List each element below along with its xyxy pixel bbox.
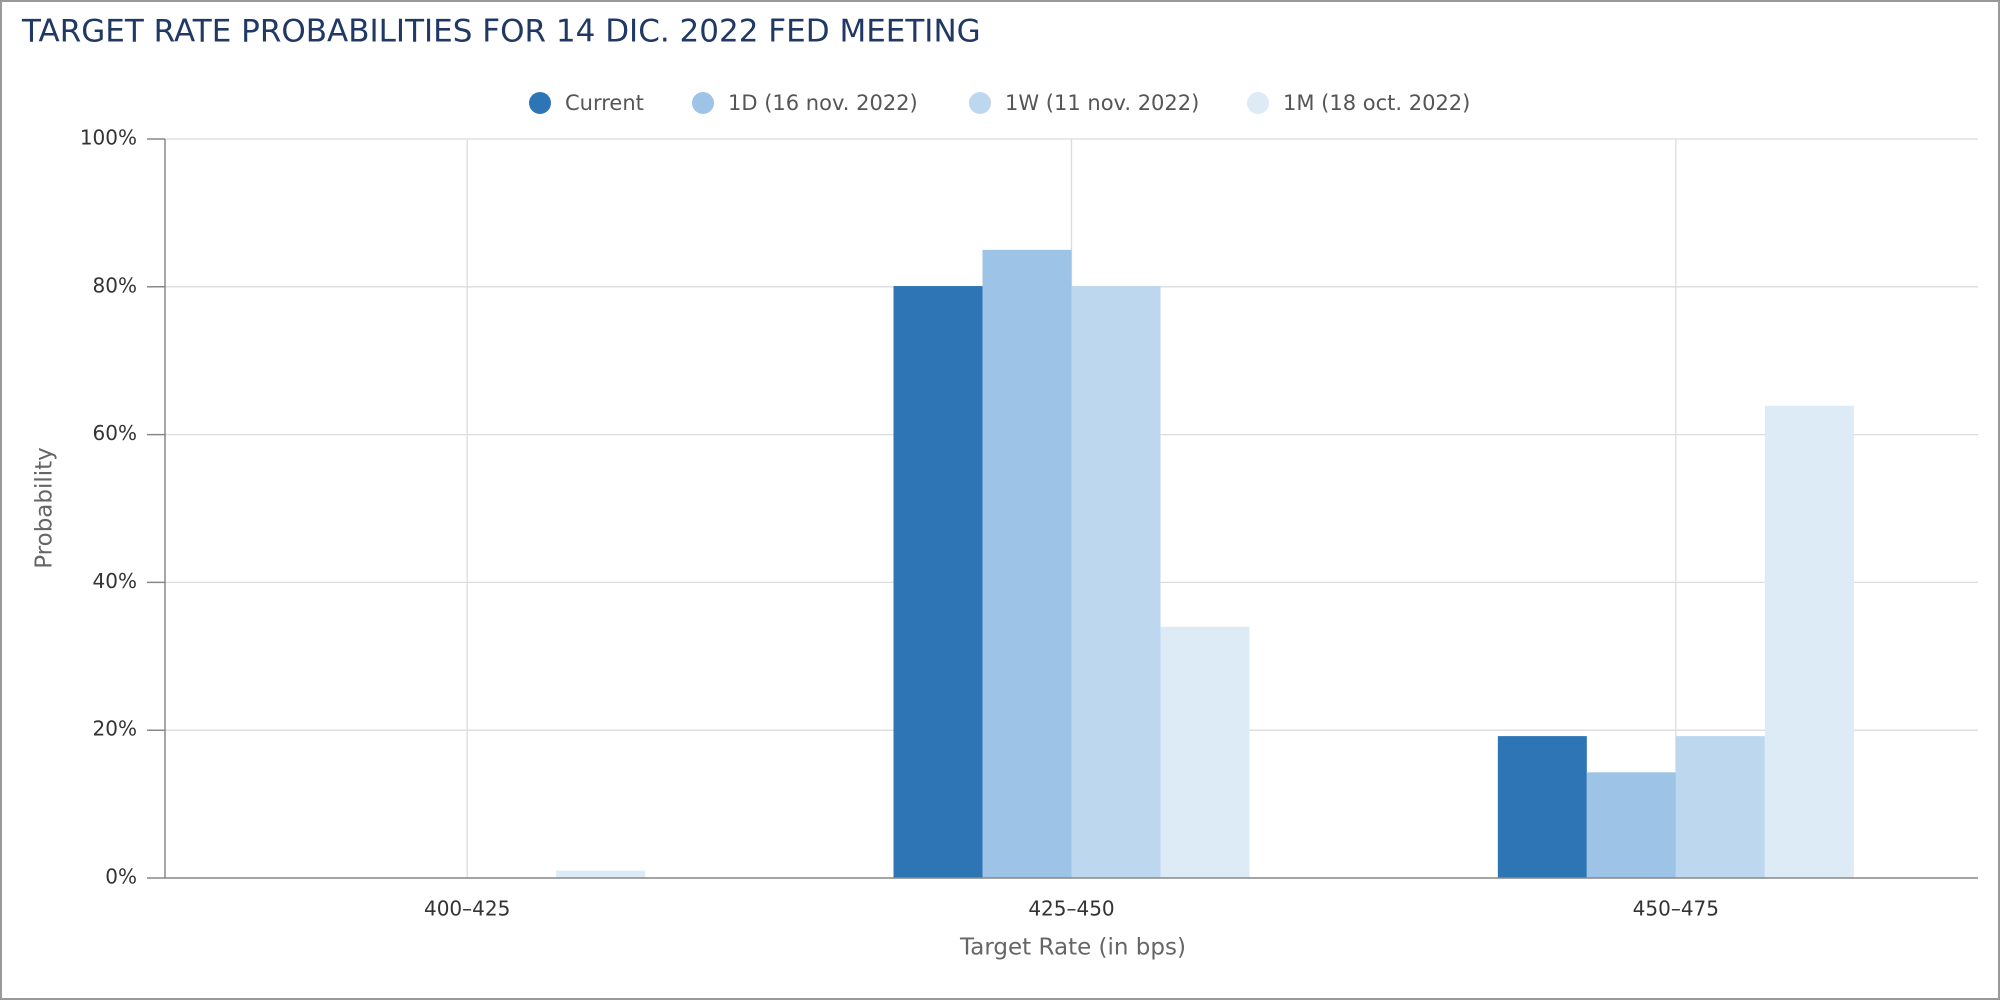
x-tick-label: 425–450 [1028, 897, 1114, 921]
bar [556, 870, 646, 878]
x-tick-label: 400–425 [424, 897, 510, 921]
bar [1675, 736, 1765, 878]
legend-label: Current [565, 91, 644, 115]
x-tick-label: 450–475 [1633, 897, 1719, 921]
legend-marker [529, 92, 551, 114]
legend-label: 1W (11 nov. 2022) [1005, 91, 1199, 115]
y-tick-label: 0% [105, 865, 137, 889]
legend-marker [969, 92, 991, 114]
bar [1497, 736, 1587, 878]
y-tick-label: 60% [93, 421, 137, 445]
y-tick-label: 100% [80, 126, 137, 150]
x-axis-title: Target Rate (in bps) [959, 935, 1186, 961]
chart-title: TARGET RATE PROBABILITIES FOR 14 DIC. 20… [21, 14, 981, 50]
bar [1764, 405, 1854, 878]
bar [982, 249, 1072, 879]
bar [1071, 286, 1161, 878]
bar [1586, 772, 1676, 878]
bar [893, 286, 983, 878]
y-tick-label: 80% [93, 273, 137, 297]
y-axis-title: Probability [32, 447, 58, 569]
legend-marker [692, 92, 714, 114]
legend-marker [1247, 92, 1269, 114]
y-tick-label: 40% [93, 569, 137, 593]
bar [1160, 626, 1250, 878]
y-tick-label: 20% [93, 717, 137, 741]
legend-label: 1M (18 oct. 2022) [1283, 91, 1470, 115]
legend-label: 1D (16 nov. 2022) [728, 91, 918, 115]
